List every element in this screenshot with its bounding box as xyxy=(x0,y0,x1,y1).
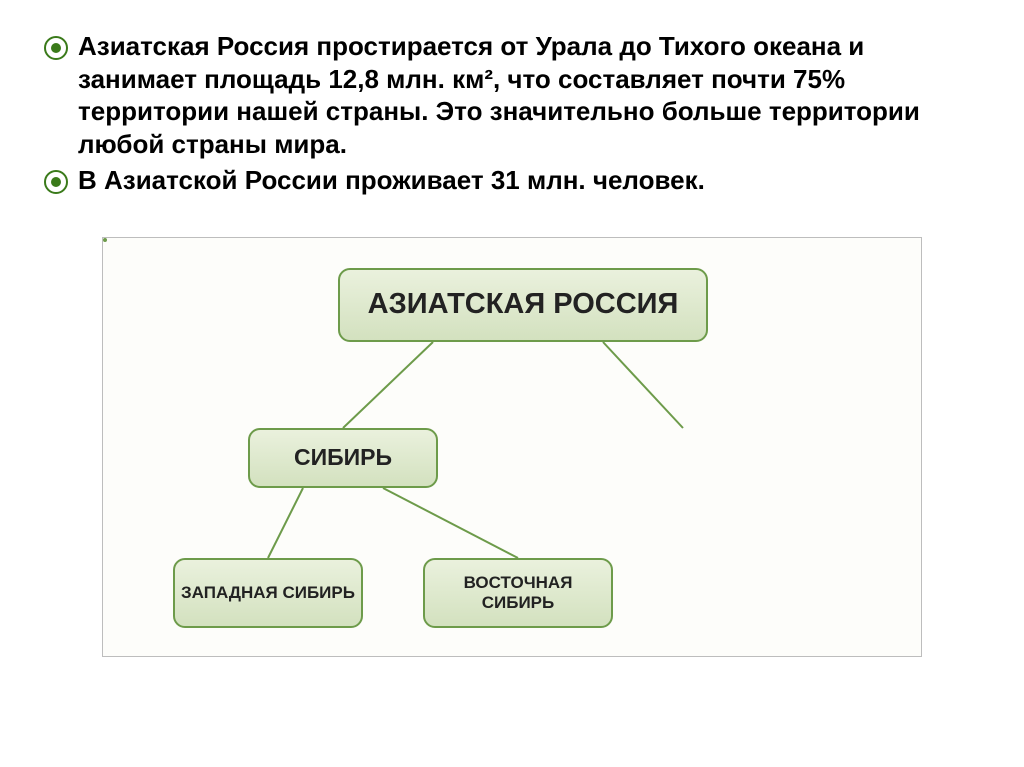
edge-sib-wsib xyxy=(268,488,303,558)
edge-sib-esib xyxy=(383,488,518,558)
bullet-item: Азиатская Россия простирается от Урала д… xyxy=(40,30,984,160)
bullet-text: Азиатская Россия простирается от Урала д… xyxy=(78,31,920,159)
slide-content: Азиатская Россия простирается от Урала д… xyxy=(0,0,1024,657)
bullet-list: Азиатская Россия простирается от Урала д… xyxy=(40,30,984,197)
bullet-text: В Азиатской России проживает 31 млн. чел… xyxy=(78,165,705,195)
node-esib: ВОСТОЧНАЯ СИБИРЬ xyxy=(423,558,613,628)
node-root: АЗИАТСКАЯ РОССИЯ xyxy=(338,268,708,342)
node-sib: СИБИРЬ xyxy=(248,428,438,488)
bullet-item: В Азиатской России проживает 31 млн. чел… xyxy=(40,164,984,197)
diagram-frame: АЗИАТСКАЯ РОССИЯ СИБИРЬ ЗАПАДНАЯ СИБИРЬ … xyxy=(102,237,922,657)
edge-root-sib xyxy=(343,342,433,428)
edge-root-fareast xyxy=(603,342,683,428)
node-fareast xyxy=(103,238,107,242)
node-wsib: ЗАПАДНАЯ СИБИРЬ xyxy=(173,558,363,628)
